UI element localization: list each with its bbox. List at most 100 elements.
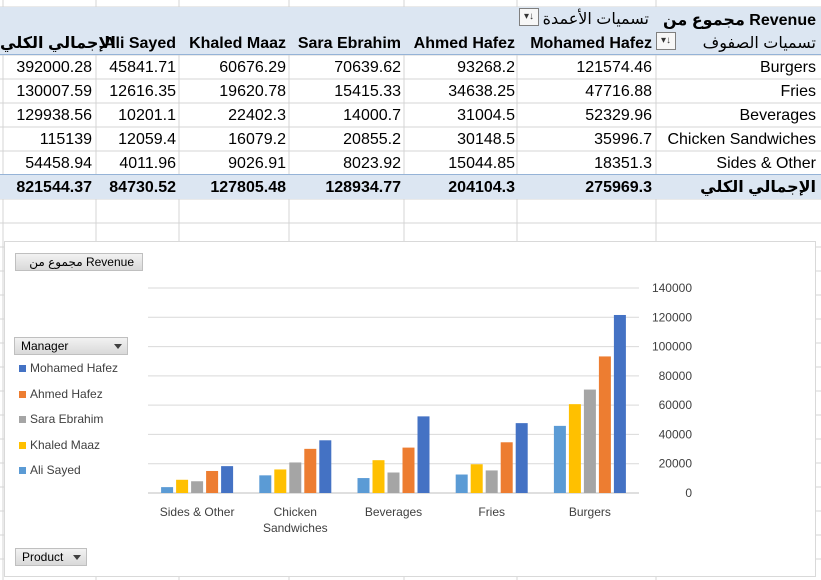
row-header-product[interactable]: Beverages [739,107,817,124]
bar[interactable] [402,447,415,493]
value-cell[interactable]: 14000.7 [343,107,401,124]
axis-field-label: Product [22,550,64,564]
column-labels-caption[interactable]: تسميات الأعمدة [542,11,649,28]
x-category-label: Fries [478,505,505,519]
value-cell[interactable]: 93268.2 [457,59,515,76]
legend-item[interactable]: Khaled Maaz [19,438,100,452]
value-cell[interactable]: 31004.5 [457,107,515,124]
grand-total-cell[interactable]: 54458.94 [25,155,92,172]
value-cell[interactable]: 70639.62 [334,59,401,76]
bar[interactable] [500,442,513,493]
value-cell[interactable]: 10201.1 [118,107,176,124]
legend-item[interactable]: Mohamed Hafez [19,361,118,375]
grand-total-row-label[interactable]: الإجمالي الكلي [700,179,816,196]
y-tick-label: 140000 [652,281,692,295]
legend-item[interactable]: Ahmed Hafez [19,387,103,401]
column-header-manager[interactable]: Ahmed Hafez [413,35,515,52]
value-cell[interactable]: 121574.46 [576,59,652,76]
grand-total-cell[interactable]: 115139 [39,131,92,148]
legend-swatch [19,467,26,475]
legend-label: Mohamed Hafez [30,361,119,375]
bar[interactable] [259,475,272,493]
grand-total-overall[interactable]: 821544.37 [16,179,92,196]
legend-item[interactable]: Ali Sayed [19,463,81,477]
bar[interactable] [161,487,174,493]
value-cell[interactable]: 12616.35 [109,83,176,100]
row-header-product[interactable]: Fries [780,83,816,100]
legend-field-button[interactable]: Manager [14,337,128,355]
pivot-chart[interactable]: مجموع من Revenue Manager Mohamed Hafez Ah… [4,241,816,577]
column-header-grand-total[interactable]: الإجمالي الكلي [0,35,116,52]
bar[interactable] [372,460,385,493]
value-cell[interactable]: 22402.3 [228,107,286,124]
bar[interactable] [553,425,566,493]
bar[interactable] [515,423,528,493]
bar[interactable] [417,416,430,493]
bar[interactable] [176,479,189,493]
value-cell[interactable]: 60676.29 [219,59,286,76]
column-header-manager[interactable]: Sara Ebrahim [297,35,401,52]
bar[interactable] [485,470,498,493]
legend-field-label: Manager [21,339,69,353]
bar[interactable] [319,440,332,493]
value-cell[interactable]: 9026.91 [228,155,286,172]
bar[interactable] [304,448,317,493]
column-total-cell[interactable]: 204104.3 [448,179,515,196]
column-header-manager[interactable]: Khaled Maaz [189,35,286,52]
row-header-product[interactable]: Sides & Other [716,155,816,172]
value-cell[interactable]: 52329.96 [585,107,652,124]
column-filter-button[interactable]: ▾↓ [519,8,539,26]
pivot-table[interactable]: مجموع من Revenue تسميات الأعمدة ▾↓ تسميا… [0,0,821,200]
value-cell[interactable]: 20855.2 [343,131,401,148]
bar[interactable] [206,470,219,493]
chevron-down-icon [114,344,122,349]
bar[interactable] [191,481,204,493]
legend-label: Sara Ebrahim [30,412,104,426]
values-caption[interactable]: مجموع من Revenue [662,12,816,29]
value-cell[interactable]: 8023.92 [343,155,401,172]
value-cell[interactable]: 15044.85 [448,155,515,172]
bar[interactable] [583,389,596,493]
bar[interactable] [470,464,483,493]
bar[interactable] [568,404,581,493]
value-cell[interactable]: 34638.25 [448,83,515,100]
bar[interactable] [221,466,234,493]
bar[interactable] [274,469,287,493]
value-cell[interactable]: 18351.3 [594,155,652,172]
column-total-cell[interactable]: 84730.52 [109,179,176,196]
y-tick-label: 20000 [659,457,693,471]
axis-field-button[interactable]: Product [15,548,87,566]
column-total-cell[interactable]: 128934.77 [325,179,401,196]
values-field-button[interactable]: مجموع من Revenue [15,253,143,271]
grand-total-cell[interactable]: 130007.59 [16,83,92,100]
y-tick-label: 120000 [652,310,692,324]
row-header-product[interactable]: Burgers [759,59,816,76]
grand-total-cell[interactable]: 392000.28 [16,59,92,76]
grand-total-cell[interactable]: 129938.56 [16,107,92,124]
value-cell[interactable]: 12059.4 [118,131,176,148]
column-header-manager[interactable]: Mohamed Hafez [530,35,652,52]
column-total-cell[interactable]: 127805.48 [210,179,286,196]
value-cell[interactable]: 35996.7 [594,131,652,148]
value-cell[interactable]: 47716.88 [585,83,652,100]
bar[interactable] [387,472,400,493]
column-total-cell[interactable]: 275969.3 [585,179,652,196]
value-cell[interactable]: 45841.71 [109,59,176,76]
bar[interactable] [613,314,626,493]
bar[interactable] [289,462,302,493]
column-header-manager[interactable]: Ali Sayed [103,35,176,52]
row-header-product[interactable]: Chicken Sandwiches [667,131,816,148]
bar[interactable] [357,478,370,493]
bar[interactable] [598,356,611,493]
legend-item[interactable]: Sara Ebrahim [19,412,103,426]
value-cell[interactable]: 30148.5 [457,131,515,148]
row-labels-caption[interactable]: تسميات الصفوف [702,35,816,52]
legend-swatch [19,416,26,424]
value-cell[interactable]: 19620.78 [219,83,286,100]
value-cell[interactable]: 16079.2 [228,131,286,148]
value-cell[interactable]: 15415.33 [334,83,401,100]
bar[interactable] [455,474,468,493]
value-cell[interactable]: 4011.96 [119,155,176,172]
row-filter-button[interactable]: ▾↓ [656,32,676,50]
legend-label: Ali Sayed [30,463,81,477]
